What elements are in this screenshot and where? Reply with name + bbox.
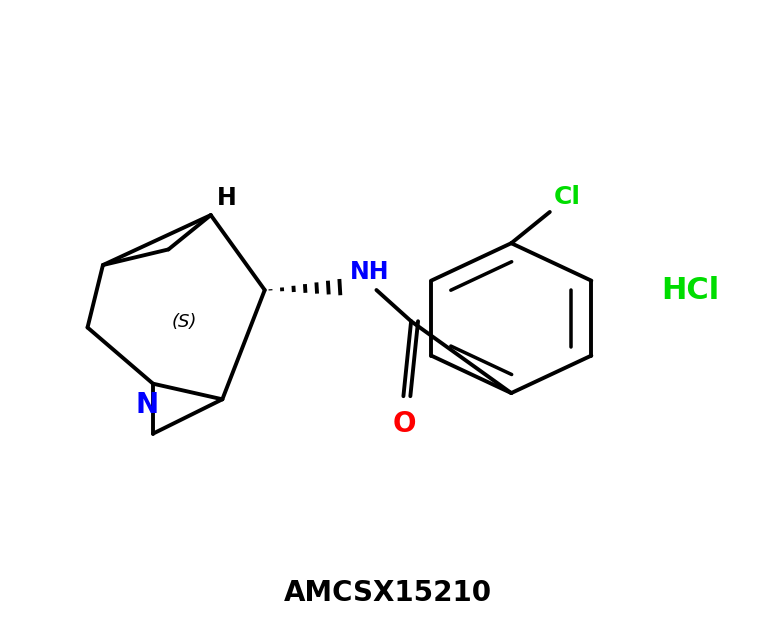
Text: O: O [393,410,416,438]
Text: (S): (S) [171,314,196,331]
Text: Cl: Cl [553,185,580,209]
Text: NH: NH [349,260,389,284]
Text: AMCSX15210: AMCSX15210 [284,579,492,607]
Text: N: N [135,391,158,419]
Text: H: H [217,186,237,210]
Text: HCl: HCl [661,275,720,304]
